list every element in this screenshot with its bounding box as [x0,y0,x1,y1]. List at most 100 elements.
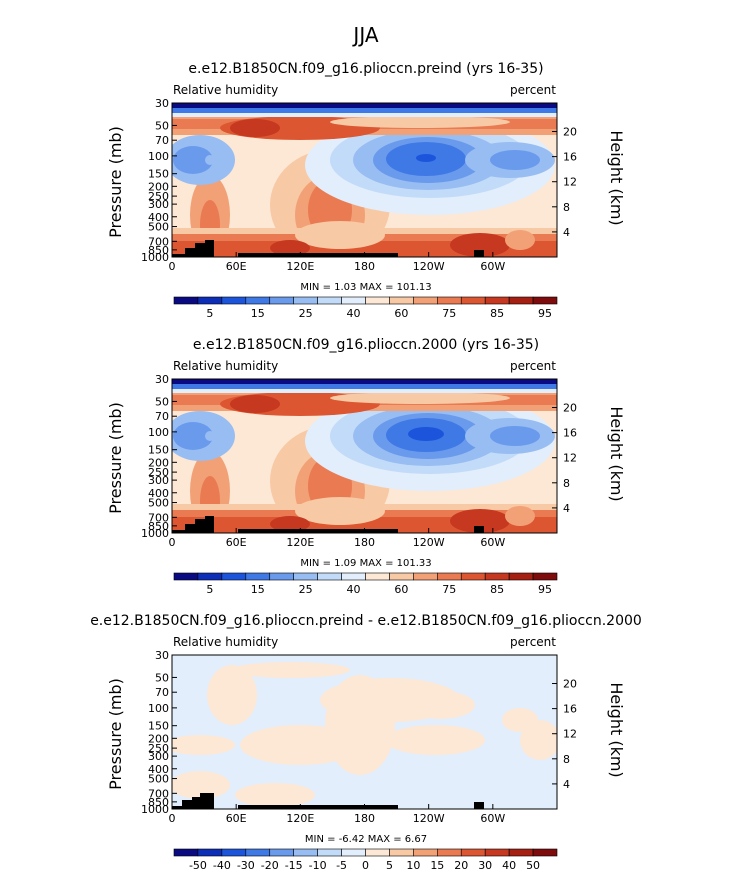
colorbar-swatch [221,848,247,857]
x-tick-label: 60W [480,812,505,825]
colorbar-level-label: 85 [490,307,504,320]
y-tick-label: 1000 [141,803,169,816]
x-tick-label: 120E [286,260,314,273]
colorbar-swatch [317,296,342,305]
colorbar-swatch [532,296,558,305]
y-axis-right-title: Height (km) [607,682,626,777]
panel-2000: e.e12.B1850CN.f09_g16.plioccn.2000 (yrs … [106,337,626,596]
y-tick-label: 850 [148,520,169,533]
y-tick-label: 30 [155,649,169,662]
colorbar-level-label: -50 [189,859,207,872]
colorbar: -50 -40 -30 -20 -15 -10 -5 0 5 10 15 20 30 40 50 [173,848,558,872]
colorbar-swatch [197,572,223,581]
height-tick-label: 20 [563,402,577,415]
colorbar-swatch [484,572,510,581]
height-tick-label: 16 [563,151,577,164]
colorbar-swatch [532,572,558,581]
y-axis-right-title: Height (km) [607,130,626,225]
colorbar-level-label: 40 [347,583,361,596]
colorbar-swatch [245,572,271,581]
y-tick-label: 850 [148,796,169,809]
colorbar-level-label: 25 [299,307,313,320]
x-tick-label: 120W [413,812,445,825]
colorbar-level-label: -5 [336,859,347,872]
colorbar-swatch [293,572,318,581]
colorbar-level-label: 5 [206,307,213,320]
y-tick-label: 50 [155,119,169,132]
panel-left-label: Relative humidity [173,83,278,97]
colorbar-swatch [197,848,223,857]
colorbar-level-label: 75 [442,307,456,320]
axes: 0 60E 120E 180 120W 60W3050701001502002503004… [141,373,577,549]
x-tick-label: 180 [354,536,375,549]
panel-difference: e.e12.B1850CN.f09_g16.plioccn.preind - e… [90,613,642,872]
colorbar-swatch [437,848,462,857]
y-tick-label: 200 [148,180,169,193]
colorbar-swatch [437,296,462,305]
height-tick-label: 4 [563,778,570,791]
panel-right-label: percent [510,635,556,649]
colorbar-swatch [389,848,414,857]
panel-right-label: percent [510,359,556,373]
colorbar-swatch [484,296,510,305]
colorbar-swatch [437,572,462,581]
colorbar-level-label: -40 [213,859,231,872]
y-tick-label: 700 [148,511,169,524]
colorbar-swatch [341,296,366,305]
y-axis-title: Pressure (mb) [106,402,125,514]
y-tick-label: 200 [148,456,169,469]
y-tick-label: 500 [148,221,169,234]
y-tick-label: 150 [148,720,169,733]
axes: 0 60E 120E 180 120W 60W3050701001502002503004… [141,649,577,825]
panel-title: e.e12.B1850CN.f09_g16.plioccn.2000 (yrs … [193,337,539,353]
colorbar-level-label: 0 [362,859,369,872]
colorbar-level-label: -10 [309,859,327,872]
y-tick-label: 70 [155,134,169,147]
colorbar-swatch [460,572,486,581]
height-tick-label: 12 [563,452,577,465]
colorbar-swatch [460,296,486,305]
colorbar-level-label: 60 [394,307,408,320]
colorbar-swatch [413,848,438,857]
colorbar-swatch [317,848,342,857]
x-tick-label: 120E [286,536,314,549]
contour-field [172,655,557,809]
colorbar-swatch [341,572,366,581]
y-tick-label: 30 [155,373,169,386]
colorbar-swatch [341,848,366,857]
x-tick-label: 0 [169,812,176,825]
y-tick-label: 300 [148,474,169,487]
colorbar-level-label: 60 [394,583,408,596]
colorbar-swatch [197,296,223,305]
colorbar-swatch [365,296,390,305]
panel-title: e.e12.B1850CN.f09_g16.plioccn.preind (yr… [188,61,543,77]
panel-title: e.e12.B1850CN.f09_g16.plioccn.preind - e… [90,613,642,629]
y-tick-label: 70 [155,686,169,699]
min-max-readout: MIN = -6.42 MAX = 6.67 [305,834,427,845]
y-tick-label: 700 [148,787,169,800]
colorbar-swatch [508,572,534,581]
colorbar-level-label: 15 [251,307,265,320]
colorbar-swatch [173,572,199,581]
y-tick-label: 250 [148,190,169,203]
y-tick-label: 30 [155,97,169,110]
colorbar-swatch [413,572,438,581]
colorbar-swatch [460,848,486,857]
x-tick-label: 180 [354,260,375,273]
contour-field [172,379,557,533]
y-tick-label: 400 [148,763,169,776]
colorbar-level-label: -20 [261,859,279,872]
colorbar-level-label: -30 [237,859,255,872]
colorbar-level-label: 40 [502,859,516,872]
colorbar-level-label: -15 [285,859,303,872]
colorbar-level-label: 10 [406,859,420,872]
colorbar-swatch [293,848,318,857]
height-tick-label: 16 [563,427,577,440]
y-tick-label: 100 [148,702,169,715]
colorbar-swatch [413,296,438,305]
height-tick-label: 20 [563,126,577,139]
colorbar-swatch [389,296,414,305]
colorbar-swatch [532,848,558,857]
contour-field [172,103,557,257]
